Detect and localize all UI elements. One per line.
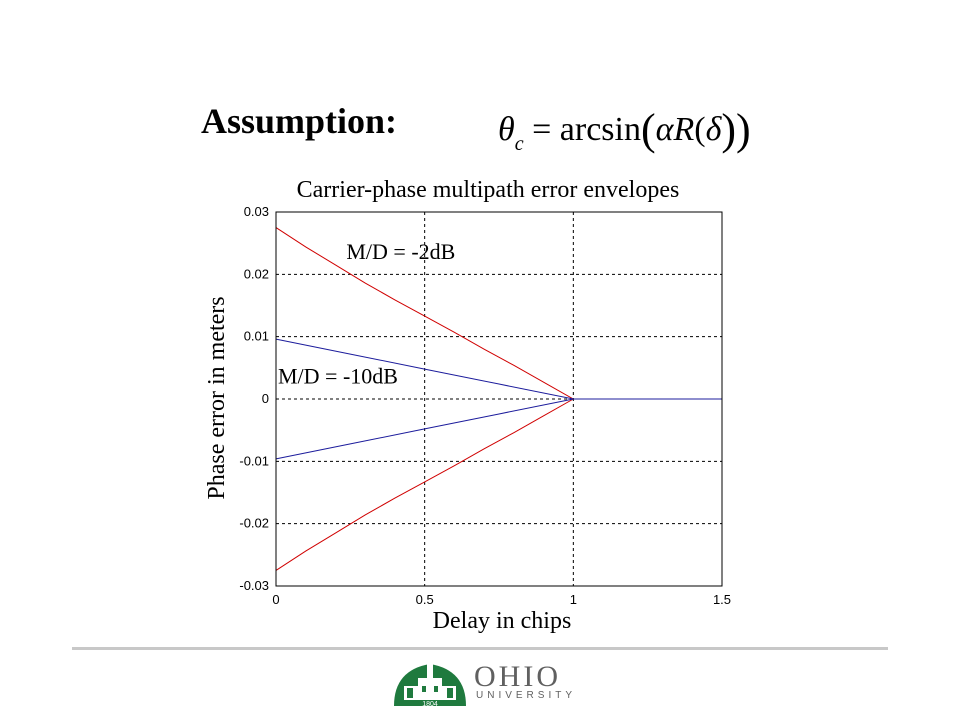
logo-subtitle: UNIVERSITY [476,690,577,701]
formula-function: arcsin [559,111,641,148]
y-tick-label: 0.03 [244,204,269,219]
x-tick-label: 0 [272,592,279,607]
x-tick-label: 1 [570,592,577,607]
annotation-label: M/D = -10dB [278,363,398,388]
y-tick-label: 0 [262,391,269,406]
annotation-label: M/D = -2dB [346,239,455,264]
slide-heading: Assumption: [201,101,398,141]
x-tick-label: 0.5 [416,592,434,607]
formula-delta: δ [705,111,722,148]
series-line-1 [275,398,574,571]
logo-year: 1804 [422,701,438,708]
y-tick-label: 0.02 [244,266,269,281]
formula-open-paren: ( [640,105,656,154]
y-tick-label: 0.01 [244,329,269,344]
y-tick-label: -0.02 [239,516,269,531]
formula-R: R [673,111,695,148]
series-group [275,227,722,571]
formula: θc = arcsin(αR(δ)) [498,104,751,156]
x-axis-label: Delay in chips [433,608,572,634]
formula-alpha: α [655,111,674,148]
y-axis-label: Phase error in meters [204,296,230,499]
footer-rule [72,647,888,650]
formula-theta: θ [498,111,515,148]
annotations: M/D = -2dB M/D = -10dB [278,239,455,389]
formula-open-paren-inner: ( [694,111,706,148]
chart-title: Carrier-phase multipath error envelopes [297,177,680,203]
series-line-3 [275,398,574,460]
y-tick-label: -0.03 [239,578,269,593]
series-line-2 [275,338,722,400]
x-tick-label: 1.5 [713,592,731,607]
ohio-seal-logo: 1804 [394,664,466,708]
ticks: 0 0.5 1 1.5 0.03 0.02 0.01 0 -0.01 -0.02 -0.03 [239,204,731,607]
formula-equals: = [532,111,552,148]
formula-subscript: c [514,133,524,155]
logo-wordmark: OHIO [474,660,561,693]
series-line-0 [275,227,722,400]
y-tick-label: -0.01 [239,453,269,468]
plot-frame [275,211,723,587]
formula-close-parens: )) [721,105,751,154]
